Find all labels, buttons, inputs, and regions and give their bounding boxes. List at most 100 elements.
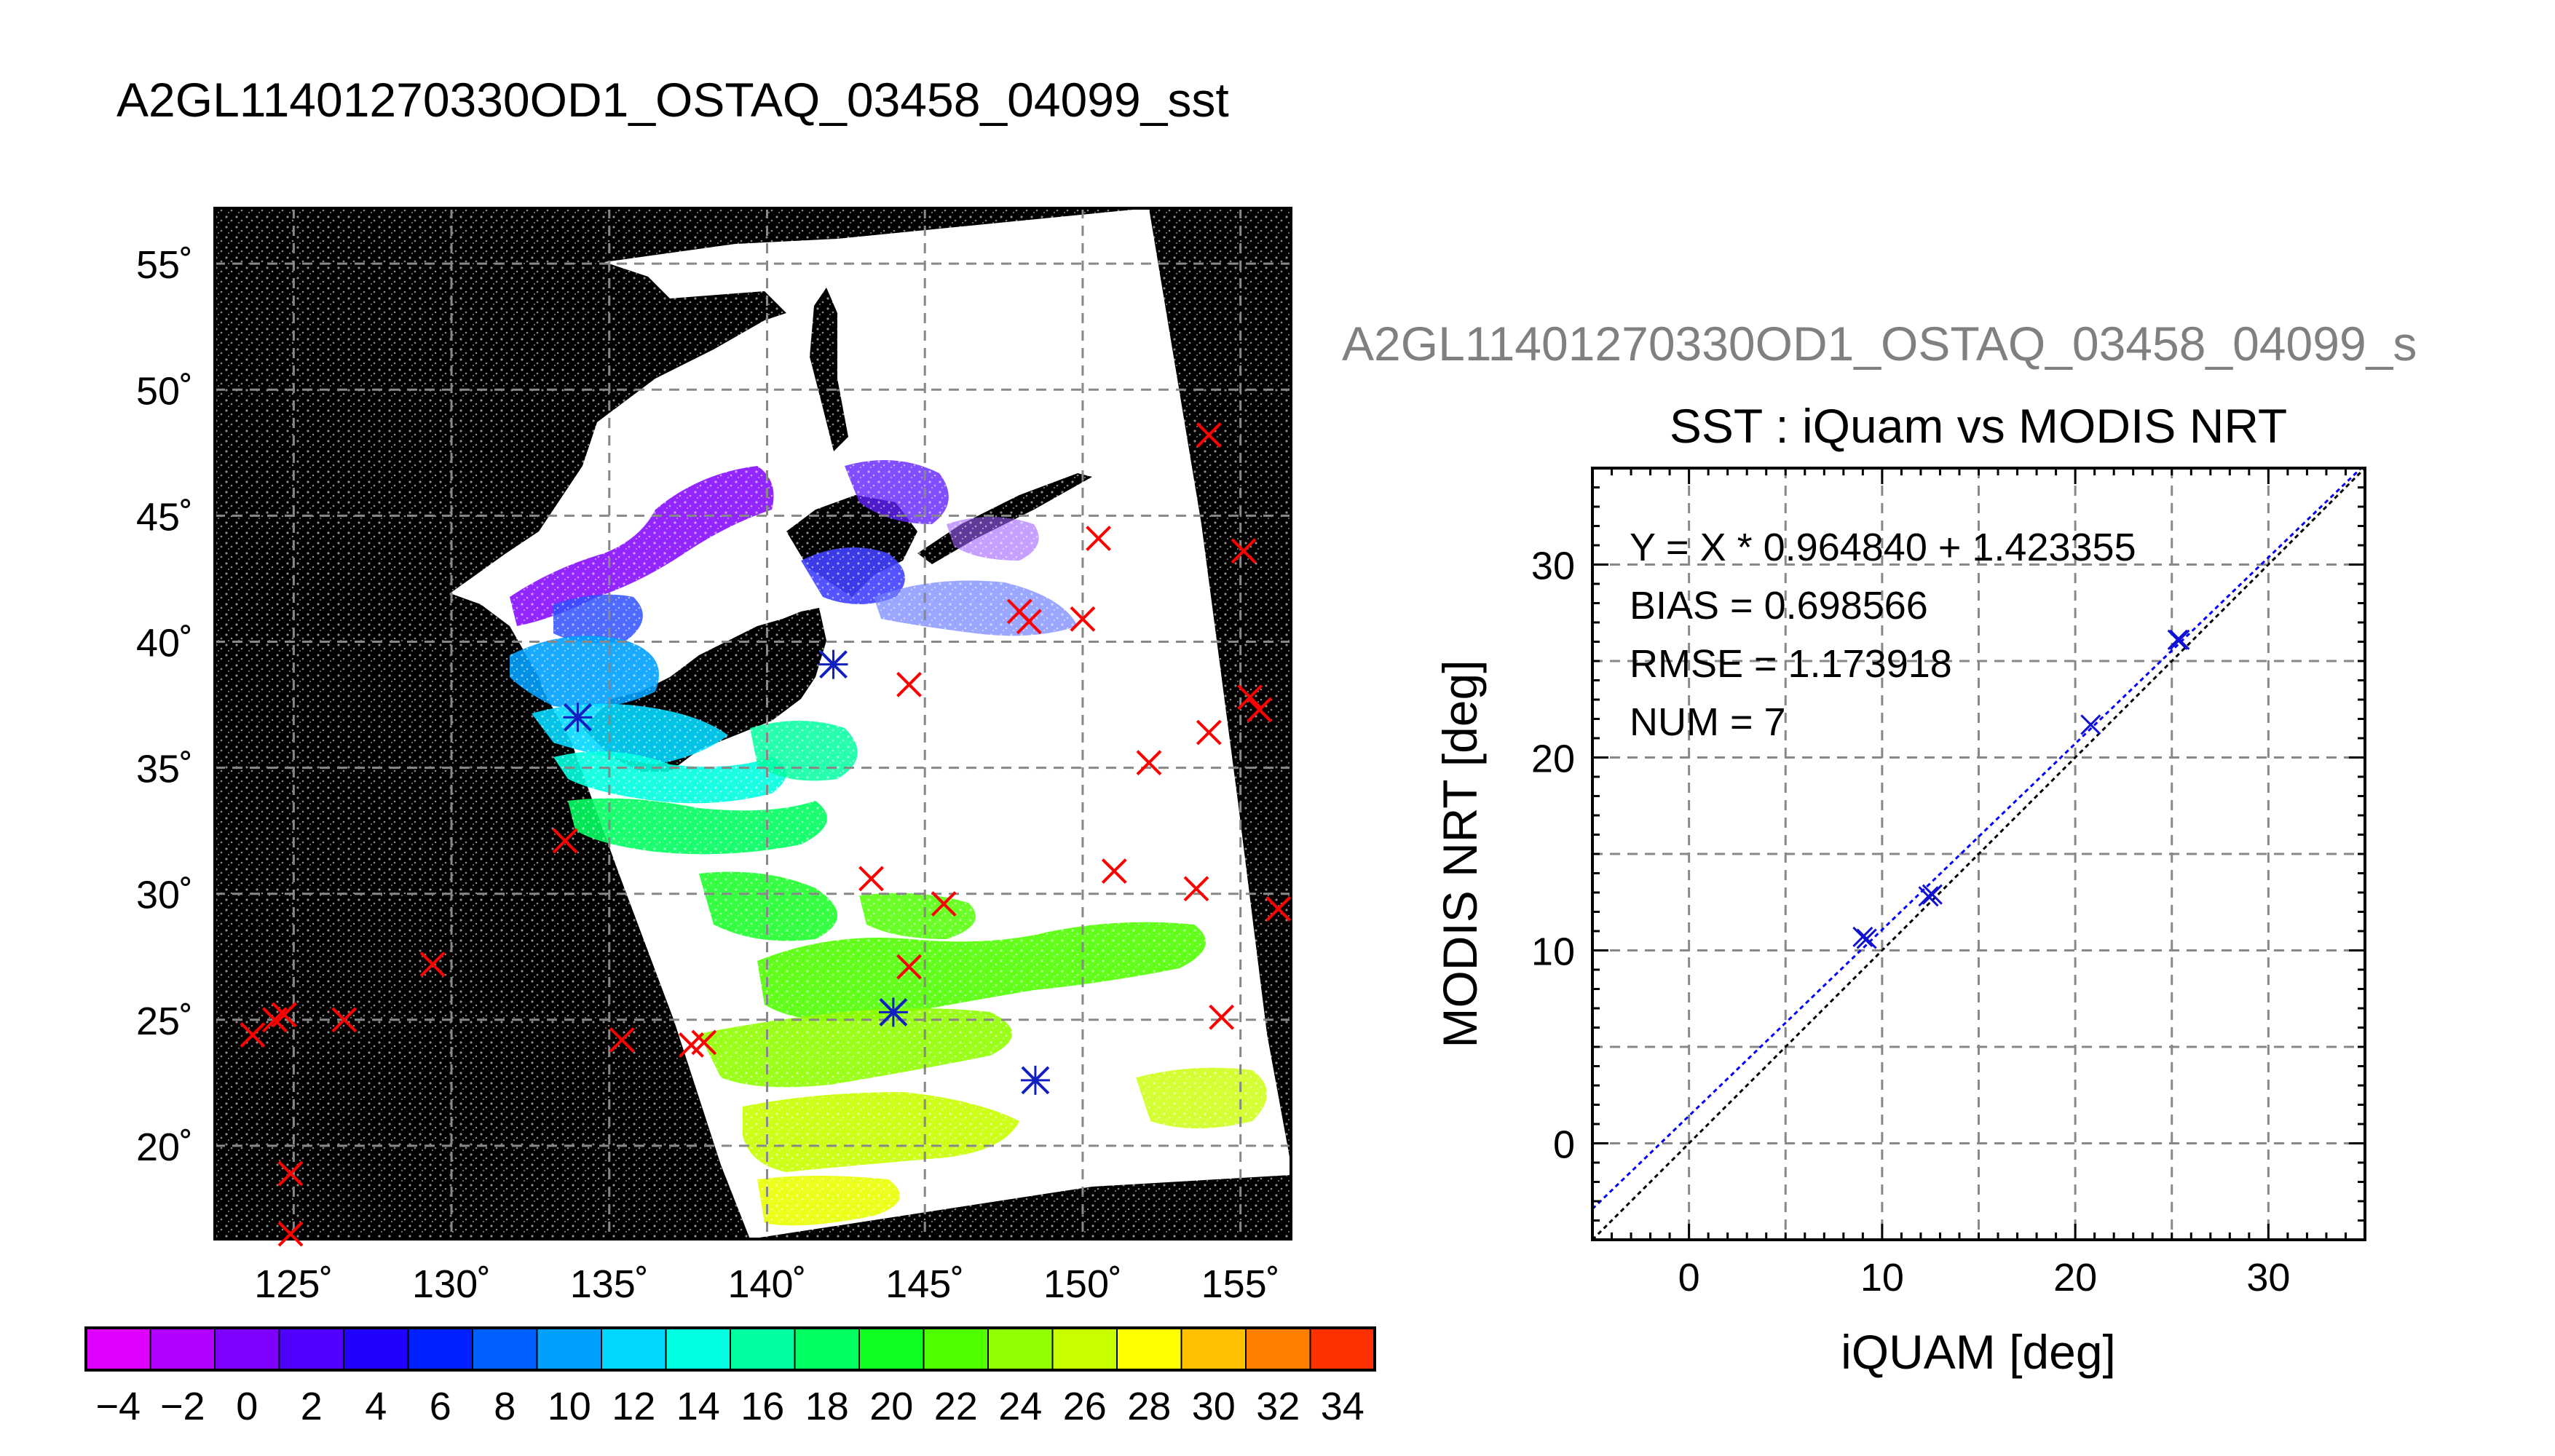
chart-title: SST : iQuam vs MODIS NRT [1670,399,2287,453]
colorbar-label: 0 [236,1385,258,1428]
colorbar-bin [537,1328,602,1370]
map-lat-label: 30˚ [136,874,193,917]
x-axis-label: iQUAM [deg] [1841,1325,2116,1379]
map-lon-label: 150˚ [1043,1262,1122,1306]
colorbar-label: 4 [365,1385,387,1428]
iquam-marker [419,951,446,978]
colorbar-label: 26 [1063,1385,1107,1428]
iquam-marker [1070,606,1096,632]
colorbar-labels: −4 −2 0 2 4 6 8 10 12 14 16 18 20 22 24 26 28 30 32 34 [95,1385,1364,1428]
iquam-marker [1247,697,1273,723]
colorbar-label: 10 [548,1385,591,1428]
colorbar-bin [1246,1328,1311,1370]
map-frame [213,207,1292,1241]
scatter-point [2080,714,2101,735]
iquam-marker [1265,896,1292,922]
colorbar-label: 16 [741,1385,784,1428]
annotation-bias: BIAS = 0.698566 [1630,584,1928,628]
y-axis-label: MODIS NRT [deg] [1433,660,1487,1048]
iquam-marker [896,954,922,980]
colorbar-bin [1310,1328,1375,1370]
y-tick-label: 30 [1531,545,1575,588]
iquam-marker [277,1160,304,1187]
colorbar-bin [150,1328,216,1370]
plot-frame [1591,467,2366,1241]
colorbar-frame [84,1326,1376,1372]
iquam-marker [609,1027,635,1053]
colorbar-label: 32 [1256,1385,1300,1428]
iquam-marker [1136,750,1162,776]
colorbar-bin [86,1328,151,1370]
map-lat-label: 45˚ [136,495,193,539]
map-lon-labels: 125˚ 130˚ 135˚ 140˚ 145˚ 150˚ 155˚ [254,1262,1279,1306]
colorbar-bin [473,1328,537,1370]
scatter-point [1856,928,1877,949]
colorbar-bin [408,1328,473,1370]
colorbar-label: 14 [676,1385,720,1428]
matched-marker [818,649,848,679]
matched-marker [563,703,593,732]
map-lon-label: 145˚ [885,1262,964,1306]
colorbar-bin [279,1328,344,1370]
colorbar-bins [86,1328,1375,1370]
scatter-point [1922,884,1943,905]
scatter-plot: SST : iQuam vs MODIS NRT 0 10 20 30 0 10 20 30… [1433,399,2366,1379]
iquam-marker [240,1022,266,1048]
y-tick-labels: 0 10 20 30 [1531,545,1575,1167]
iquam-marker [1016,609,1042,635]
iquam-marker [1237,684,1263,711]
sst-field [215,208,1291,1239]
scatter-point [1852,926,1873,948]
map-lat-label: 25˚ [136,1000,193,1043]
map-lat-labels: 55˚ 50˚ 45˚ 40˚ 35˚ 30˚ 25˚ 20˚ [136,243,193,1169]
scatter-point [1918,886,1939,907]
colorbar-bin [601,1328,666,1370]
iquam-marker [931,891,957,917]
colorbar-label: 28 [1127,1385,1171,1428]
map-lat-label: 35˚ [136,748,193,791]
map-graticule [215,208,1291,1239]
x-tick-label: 0 [1678,1256,1700,1299]
colorbar-label: 22 [934,1385,978,1428]
colorbar-bin [1117,1328,1182,1370]
annotation-num: NUM = 7 [1630,700,1786,744]
colorbar-bin [1181,1328,1247,1370]
annotation-fit: Y = X * 0.964840 + 1.423355 [1630,526,2136,569]
stats-annotations: Y = X * 0.964840 + 1.423355 BIAS = 0.698… [1630,526,2136,744]
colorbar-label: 2 [301,1385,323,1428]
scatter-point [2169,629,2190,650]
colorbar-bin [344,1328,408,1370]
sst-map: 55˚ 50˚ 45˚ 40˚ 35˚ 30˚ 25˚ 20˚ 125˚ 130˚ 135˚ 140… [136,207,1292,1306]
page-title: A2GL11401270330OD1_OSTAQ_03458_04099_sst [117,73,1229,127]
matched-marker [1020,1065,1050,1095]
map-lat-label: 50˚ [136,369,193,413]
iquam-marker [691,1029,717,1056]
identity-line [1592,468,2365,1240]
map-lon-label: 140˚ [727,1262,806,1306]
matched-marker [878,997,908,1027]
x-tick-labels: 0 10 20 30 [1678,1256,2291,1299]
iquam-marker [858,866,884,892]
iquam-marker [552,828,578,854]
x-tick-label: 30 [2246,1256,2290,1299]
colorbar-bin [923,1328,989,1370]
scatter-points [1852,629,2190,949]
annotation-rmse: RMSE = 1.173918 [1630,642,1952,686]
colorbar-label: −2 [160,1385,205,1428]
colorbar-label: −4 [95,1385,141,1428]
iquam-marker [1196,719,1222,745]
colorbar-label: 6 [430,1385,451,1428]
colorbar-label: 20 [869,1385,913,1428]
colorbar-bin [215,1328,280,1370]
y-tick-label: 0 [1553,1123,1575,1167]
y-tick-label: 20 [1531,737,1575,781]
y-tick-label: 10 [1531,930,1575,974]
colorbar-label: 12 [612,1385,655,1428]
iquam-marker [896,671,922,697]
iquam-marker [1086,526,1112,551]
side-title: A2GL11401270330OD1_OSTAQ_03458_04099_s [1342,317,2417,371]
fit-line [1592,468,2363,1210]
map-lat-label: 20˚ [136,1125,193,1169]
map-lat-label: 55˚ [136,243,193,287]
